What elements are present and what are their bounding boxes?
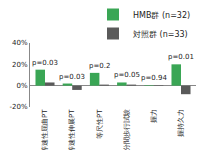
svg-text:p=0.94: p=0.94 [141, 74, 167, 82]
svg-text:等速性伸展PT: 等速性伸展PT [68, 109, 76, 150]
svg-text:40%: 40% [12, 39, 28, 47]
svg-text:p=0.2: p=0.2 [89, 62, 110, 70]
svg-text:-20%: -20% [10, 103, 28, 111]
svg-text:p=0.05: p=0.05 [114, 71, 140, 79]
svg-text:20%: 20% [12, 61, 28, 69]
svg-text:0%: 0% [16, 82, 27, 90]
svg-text:握力: 握力 [150, 109, 158, 123]
svg-text:等尺性PT: 等尺性PT [96, 109, 104, 139]
svg-text:6分間歩行試験: 6分間歩行試験 [123, 109, 131, 150]
svg-text:対照群 (n=33): 対照群 (n=33) [133, 30, 188, 39]
svg-text:p=0.03: p=0.03 [32, 59, 58, 67]
svg-text:等速性屈曲PT: 等速性屈曲PT [41, 109, 49, 150]
svg-text:p=0.01: p=0.01 [168, 53, 194, 61]
svg-text:HMB群 (n=32): HMB群 (n=32) [133, 11, 190, 20]
svg-text:握持久力: 握持久力 [177, 109, 185, 137]
svg-text:p=0.03: p=0.03 [59, 73, 85, 81]
